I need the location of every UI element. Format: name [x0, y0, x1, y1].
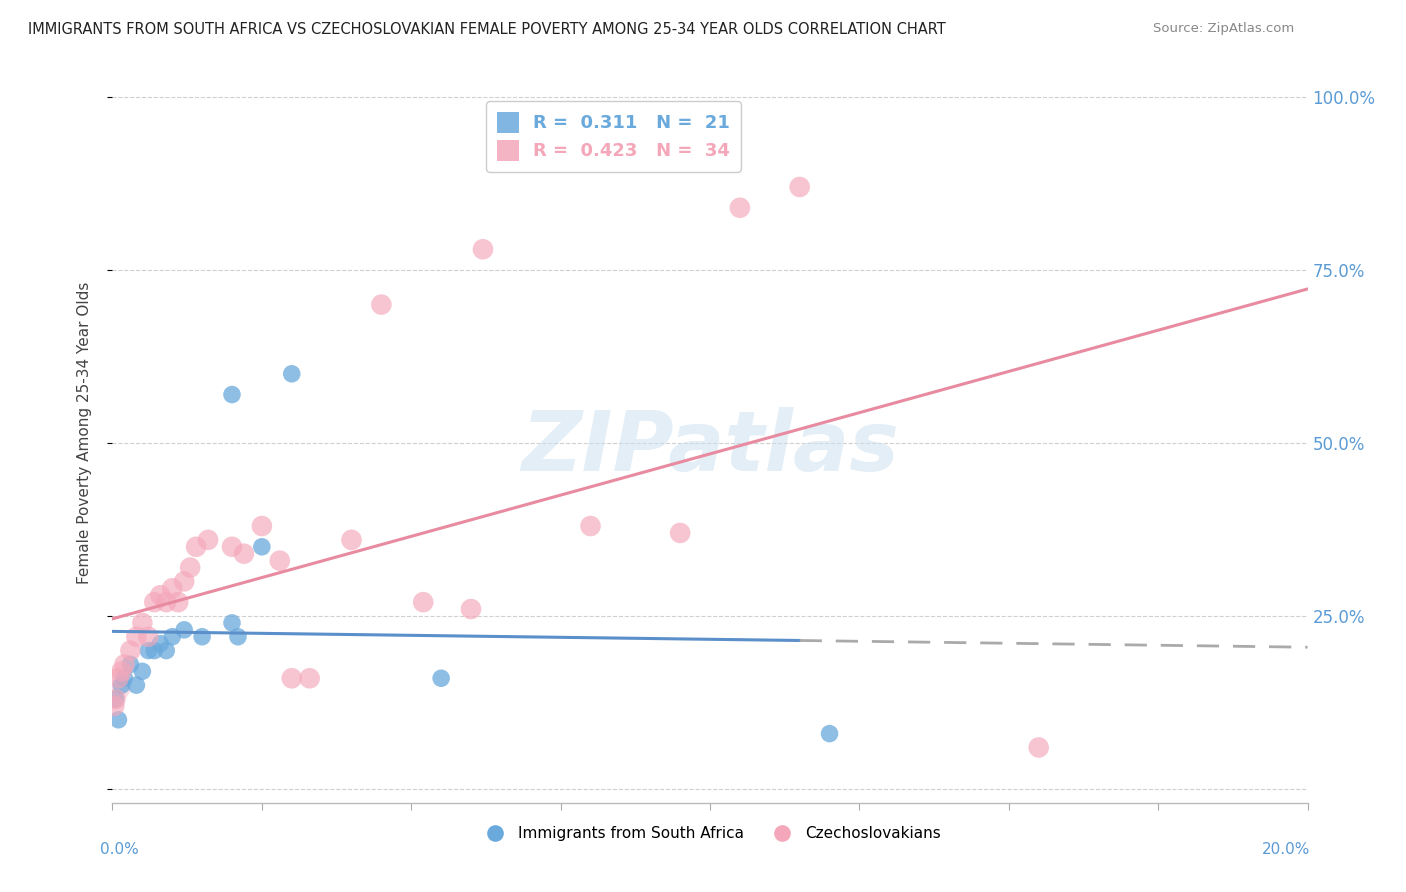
- Point: [412, 595, 434, 609]
- Point: [579, 519, 602, 533]
- Point: [167, 595, 190, 609]
- Point: [110, 665, 132, 679]
- Point: [472, 242, 495, 256]
- Point: [103, 678, 125, 692]
- Point: [107, 671, 129, 685]
- Point: [131, 665, 153, 679]
- Point: [125, 678, 148, 692]
- Point: [120, 643, 142, 657]
- Point: [143, 643, 166, 657]
- Point: [250, 540, 273, 554]
- Point: [138, 643, 160, 657]
- Point: [221, 540, 243, 554]
- Point: [298, 671, 321, 685]
- Text: 0.0%: 0.0%: [100, 842, 139, 856]
- Text: 20.0%: 20.0%: [1263, 842, 1310, 856]
- Point: [233, 547, 256, 561]
- Point: [103, 698, 125, 713]
- Point: [191, 630, 214, 644]
- Point: [460, 602, 482, 616]
- Point: [728, 201, 751, 215]
- Point: [149, 588, 172, 602]
- Point: [114, 671, 135, 685]
- Point: [669, 525, 692, 540]
- Point: [173, 574, 195, 589]
- Point: [370, 297, 392, 311]
- Point: [114, 657, 135, 672]
- Point: [789, 180, 811, 194]
- Point: [110, 678, 132, 692]
- Point: [186, 540, 208, 554]
- Point: [162, 630, 183, 644]
- Y-axis label: Female Poverty Among 25-34 Year Olds: Female Poverty Among 25-34 Year Olds: [77, 282, 91, 583]
- Point: [430, 671, 453, 685]
- Point: [104, 692, 127, 706]
- Point: [281, 367, 304, 381]
- Text: IMMIGRANTS FROM SOUTH AFRICA VS CZECHOSLOVAKIAN FEMALE POVERTY AMONG 25-34 YEAR : IMMIGRANTS FROM SOUTH AFRICA VS CZECHOSL…: [28, 22, 946, 37]
- Point: [173, 623, 195, 637]
- Text: Source: ZipAtlas.com: Source: ZipAtlas.com: [1153, 22, 1294, 36]
- Point: [1028, 740, 1050, 755]
- Point: [149, 637, 172, 651]
- Point: [125, 630, 148, 644]
- Point: [250, 519, 273, 533]
- Point: [138, 630, 160, 644]
- Point: [107, 713, 129, 727]
- Point: [340, 533, 363, 547]
- Point: [131, 615, 153, 630]
- Point: [104, 692, 127, 706]
- Point: [155, 643, 177, 657]
- Point: [143, 595, 166, 609]
- Point: [818, 726, 841, 740]
- Point: [221, 387, 243, 401]
- Point: [155, 595, 177, 609]
- Text: ZIPatlas: ZIPatlas: [522, 407, 898, 488]
- Point: [281, 671, 304, 685]
- Point: [269, 554, 291, 568]
- Legend: Immigrants from South Africa, Czechoslovakians: Immigrants from South Africa, Czechoslov…: [474, 820, 946, 847]
- Point: [197, 533, 219, 547]
- Point: [221, 615, 243, 630]
- Point: [179, 560, 201, 574]
- Point: [120, 657, 142, 672]
- Point: [162, 582, 183, 596]
- Point: [226, 630, 249, 644]
